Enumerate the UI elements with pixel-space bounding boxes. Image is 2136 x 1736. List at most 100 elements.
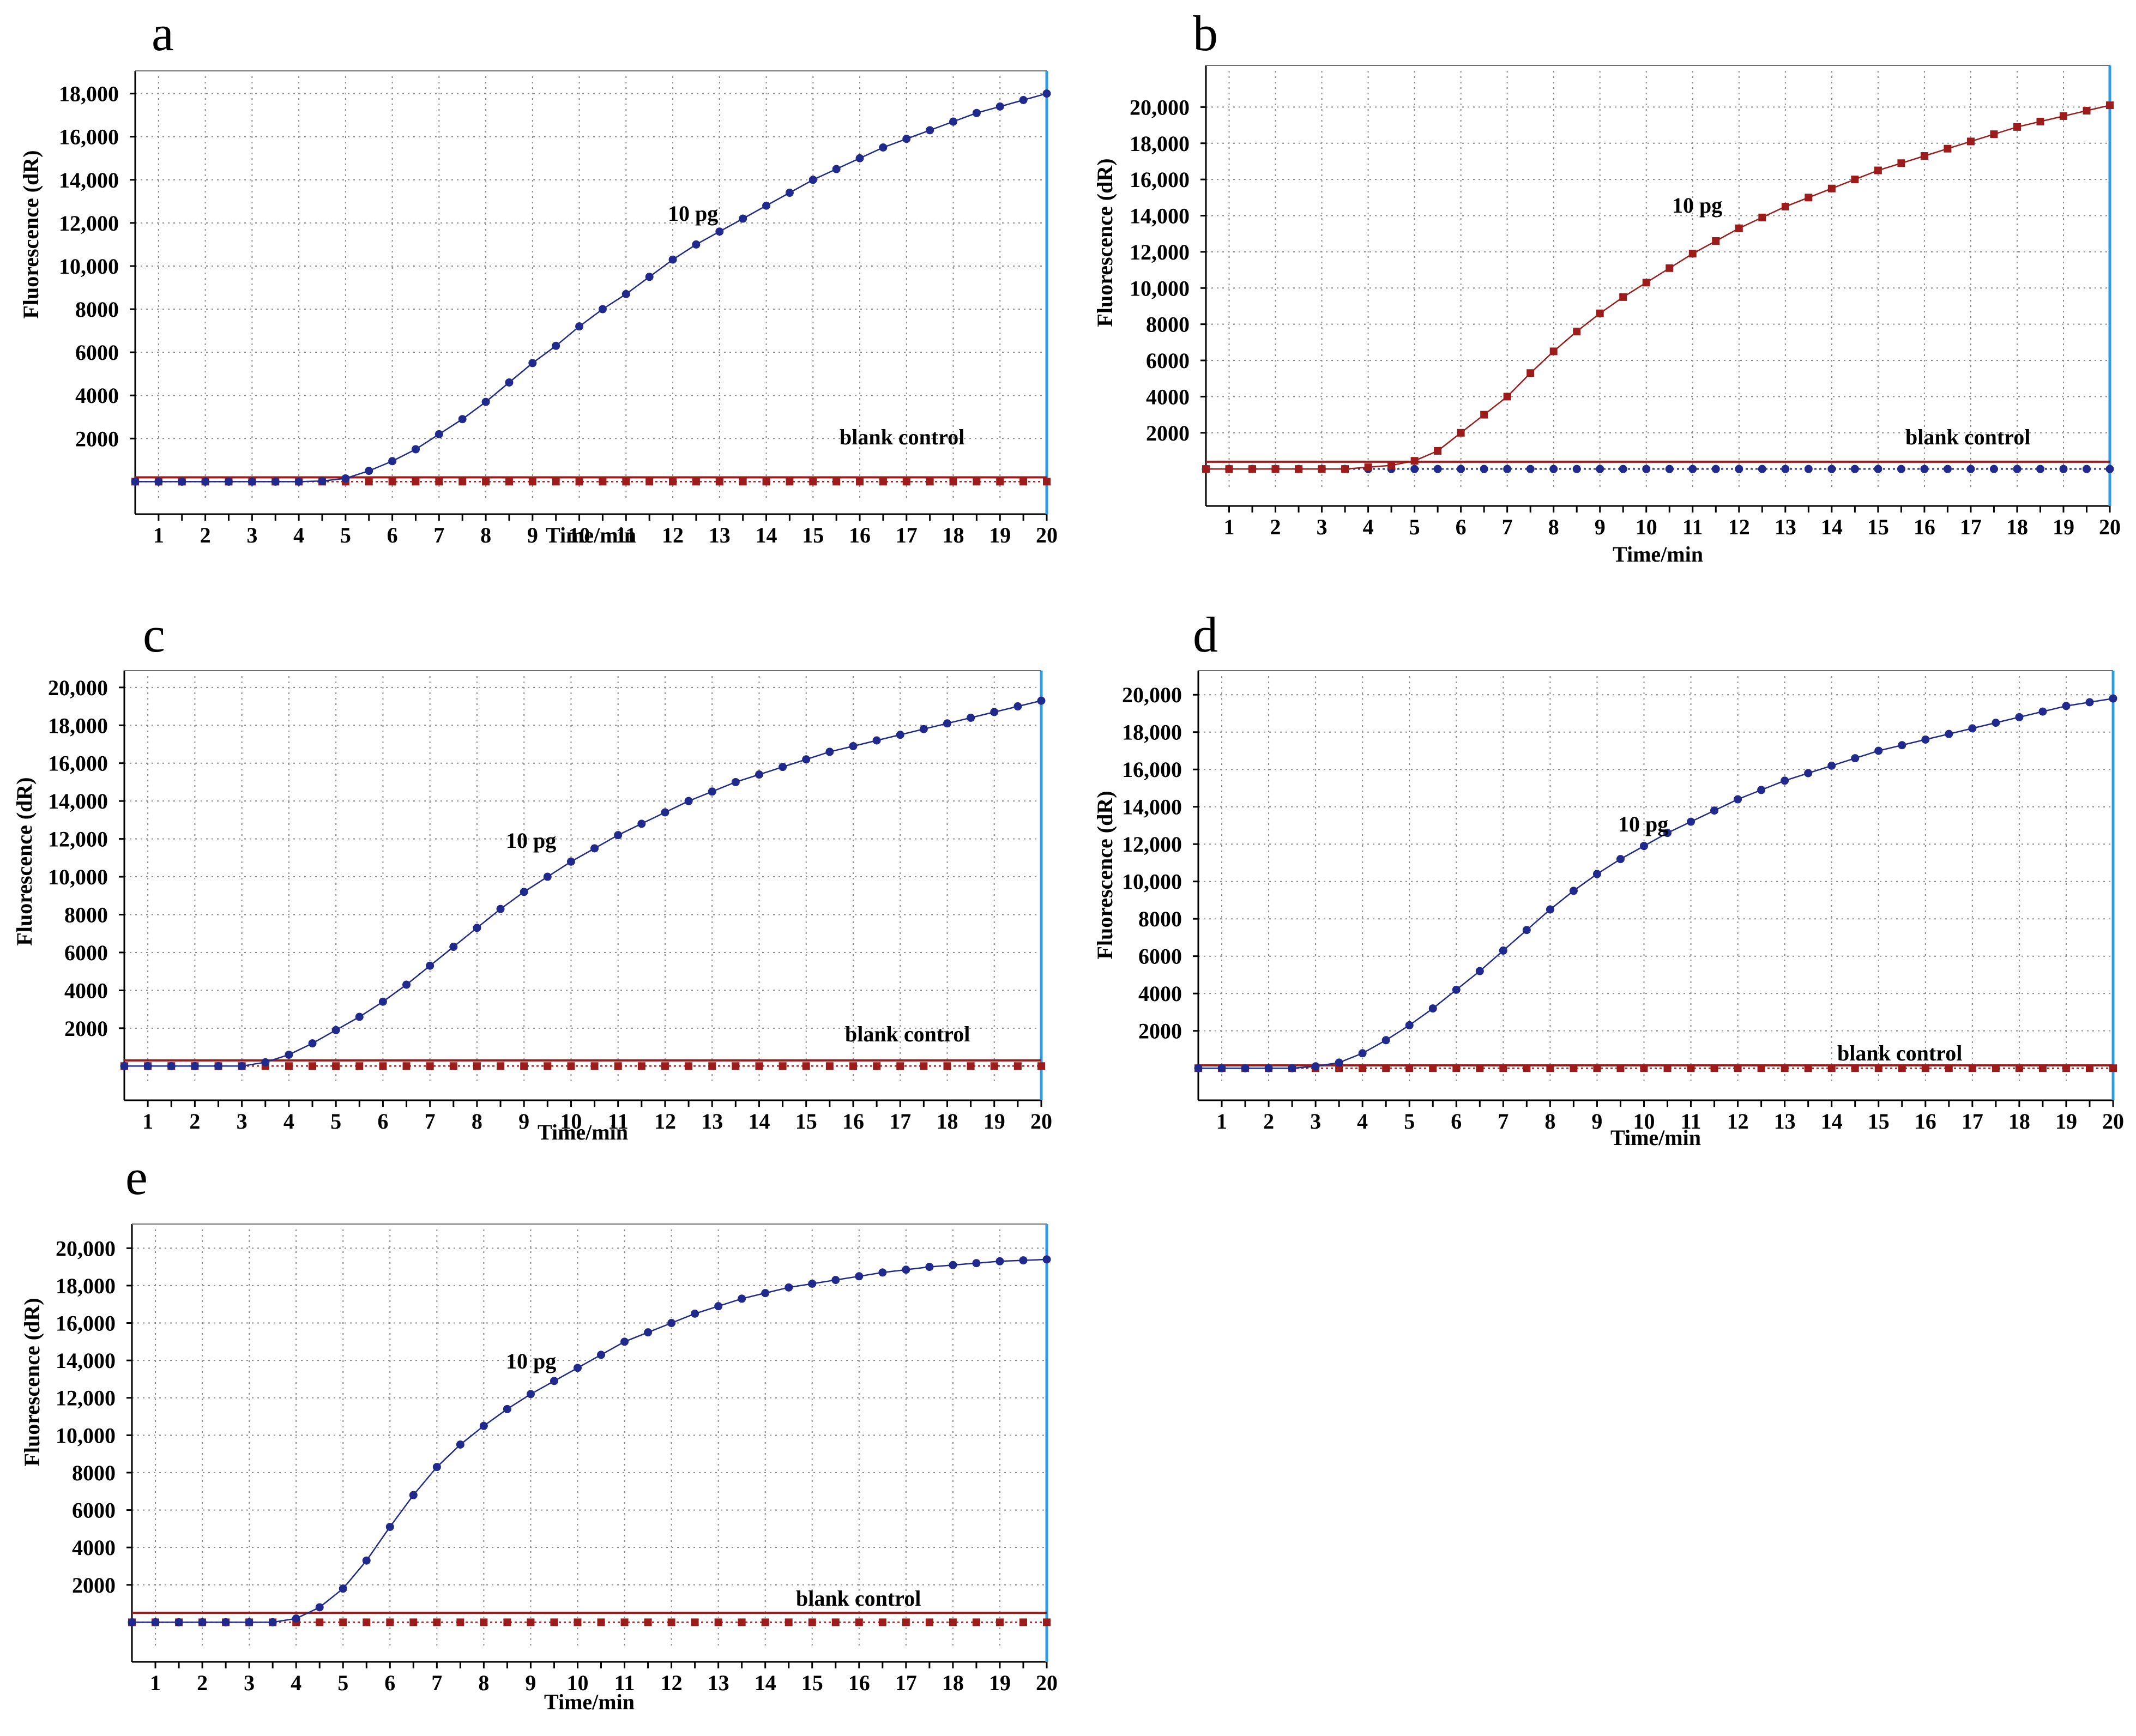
y-tick-label: 6000	[64, 941, 108, 965]
data-point	[943, 719, 951, 728]
data-point	[761, 1618, 769, 1626]
data-point	[2038, 1064, 2047, 1072]
data-point	[1616, 855, 1625, 864]
data-point	[201, 477, 210, 486]
data-point	[731, 777, 740, 786]
data-point	[926, 478, 934, 486]
x-tick-label: 5	[340, 523, 351, 547]
x-tick-label: 4	[1357, 1109, 1368, 1134]
data-point	[637, 1062, 645, 1070]
y-tick-label: 18,000	[1122, 720, 1182, 745]
data-point	[2015, 713, 2024, 721]
data-point	[318, 477, 327, 485]
x-tick-label: 2	[200, 523, 211, 547]
data-point	[198, 1618, 207, 1626]
data-point	[2085, 698, 2094, 707]
data-point	[1019, 478, 1028, 486]
data-point	[808, 1618, 816, 1626]
chart-panel-e: e 2000 4000 6000 8000 10,000 12,000 14,000 16,00…	[20, 1149, 1058, 1714]
data-point	[1851, 754, 1860, 763]
x-tick-label: 5	[1404, 1109, 1415, 1134]
data-point	[1503, 465, 1512, 473]
data-point	[1381, 1036, 1390, 1045]
x-tick-label: 13	[1774, 1109, 1796, 1134]
data-point	[614, 1062, 622, 1070]
data-point	[785, 1618, 793, 1626]
x-tick-label: 8	[1548, 515, 1559, 539]
data-point	[920, 1062, 928, 1070]
x-tick-label: 6	[387, 523, 398, 547]
data-point	[1387, 461, 1396, 469]
x-tick-label: 20	[1036, 1671, 1058, 1695]
x-tick-label: 20	[1036, 523, 1058, 547]
data-point	[449, 1062, 457, 1070]
data-point	[1688, 465, 1697, 473]
data-point	[550, 1377, 558, 1385]
x-tick-label: 4	[1363, 515, 1374, 539]
y-tick-label: 20,000	[48, 676, 108, 700]
panel-letter: d	[1193, 607, 1218, 662]
data-point	[1569, 887, 1578, 895]
data-point	[527, 1618, 535, 1626]
data-point	[714, 1302, 723, 1311]
x-tick-label: 4	[291, 1671, 301, 1695]
data-point	[1295, 465, 1303, 473]
data-point	[1804, 769, 1813, 777]
data-point	[294, 477, 303, 486]
data-point	[2085, 1064, 2093, 1072]
chart-panel-a: a 2000 4000 6000 8000 10,000 12,000 14,000 16,00…	[19, 5, 1058, 547]
y-tick-label: 18,000	[1130, 131, 1190, 156]
panel-letter: a	[152, 5, 174, 61]
x-tick-label: 13	[709, 523, 731, 547]
data-point	[1804, 1064, 1812, 1072]
data-point	[926, 126, 934, 135]
y-tick-label: 12,000	[1130, 240, 1190, 264]
x-tick-label: 8	[472, 1109, 482, 1134]
data-point	[1735, 224, 1743, 232]
data-point	[739, 214, 747, 223]
data-point	[2015, 1064, 2023, 1072]
data-point	[388, 478, 396, 486]
data-point	[1476, 1064, 1484, 1072]
data-point	[309, 1062, 317, 1070]
x-tick-label: 14	[1821, 515, 1843, 539]
data-point	[1781, 202, 1789, 210]
data-point	[1968, 724, 1977, 733]
data-point	[661, 808, 669, 817]
data-point	[285, 1062, 293, 1070]
data-point	[245, 1618, 254, 1626]
data-point	[574, 1618, 582, 1626]
data-point	[458, 415, 467, 424]
sample-label: 10 pg	[1672, 193, 1722, 218]
x-axis-title: Time/min	[546, 523, 636, 547]
data-point	[224, 477, 233, 486]
y-tick-label: 14,000	[48, 789, 108, 813]
data-point	[426, 1062, 434, 1070]
data-point	[990, 1062, 998, 1070]
data-point	[825, 748, 834, 756]
data-point	[1874, 465, 1882, 473]
data-point	[505, 378, 514, 387]
data-point	[1288, 1064, 1296, 1072]
x-tick-label: 15	[1868, 1109, 1890, 1134]
blank-control-label: blank control	[796, 1586, 921, 1611]
data-point	[622, 478, 630, 486]
data-point	[1921, 735, 1930, 744]
data-point	[761, 1289, 770, 1298]
x-axis-title: Time/min	[538, 1120, 628, 1144]
data-point	[2106, 101, 2114, 110]
data-point	[949, 478, 957, 486]
data-point	[1663, 829, 1672, 837]
data-point	[1827, 184, 1836, 192]
x-tick-label: 5	[330, 1109, 341, 1134]
data-point	[738, 1294, 746, 1303]
x-tick-label: 7	[433, 523, 444, 547]
x-tick-label: 1	[153, 523, 164, 547]
data-point	[1781, 776, 1789, 785]
data-point	[896, 731, 904, 739]
data-point	[552, 478, 560, 486]
data-point	[973, 478, 981, 486]
y-tick-label: 14,000	[1122, 795, 1182, 819]
y-tick-label: 8000	[1146, 312, 1190, 337]
chart-panel-c: c 2000 4000 6000 8000 10,000 12,000 14,000 16,00…	[12, 607, 1052, 1144]
